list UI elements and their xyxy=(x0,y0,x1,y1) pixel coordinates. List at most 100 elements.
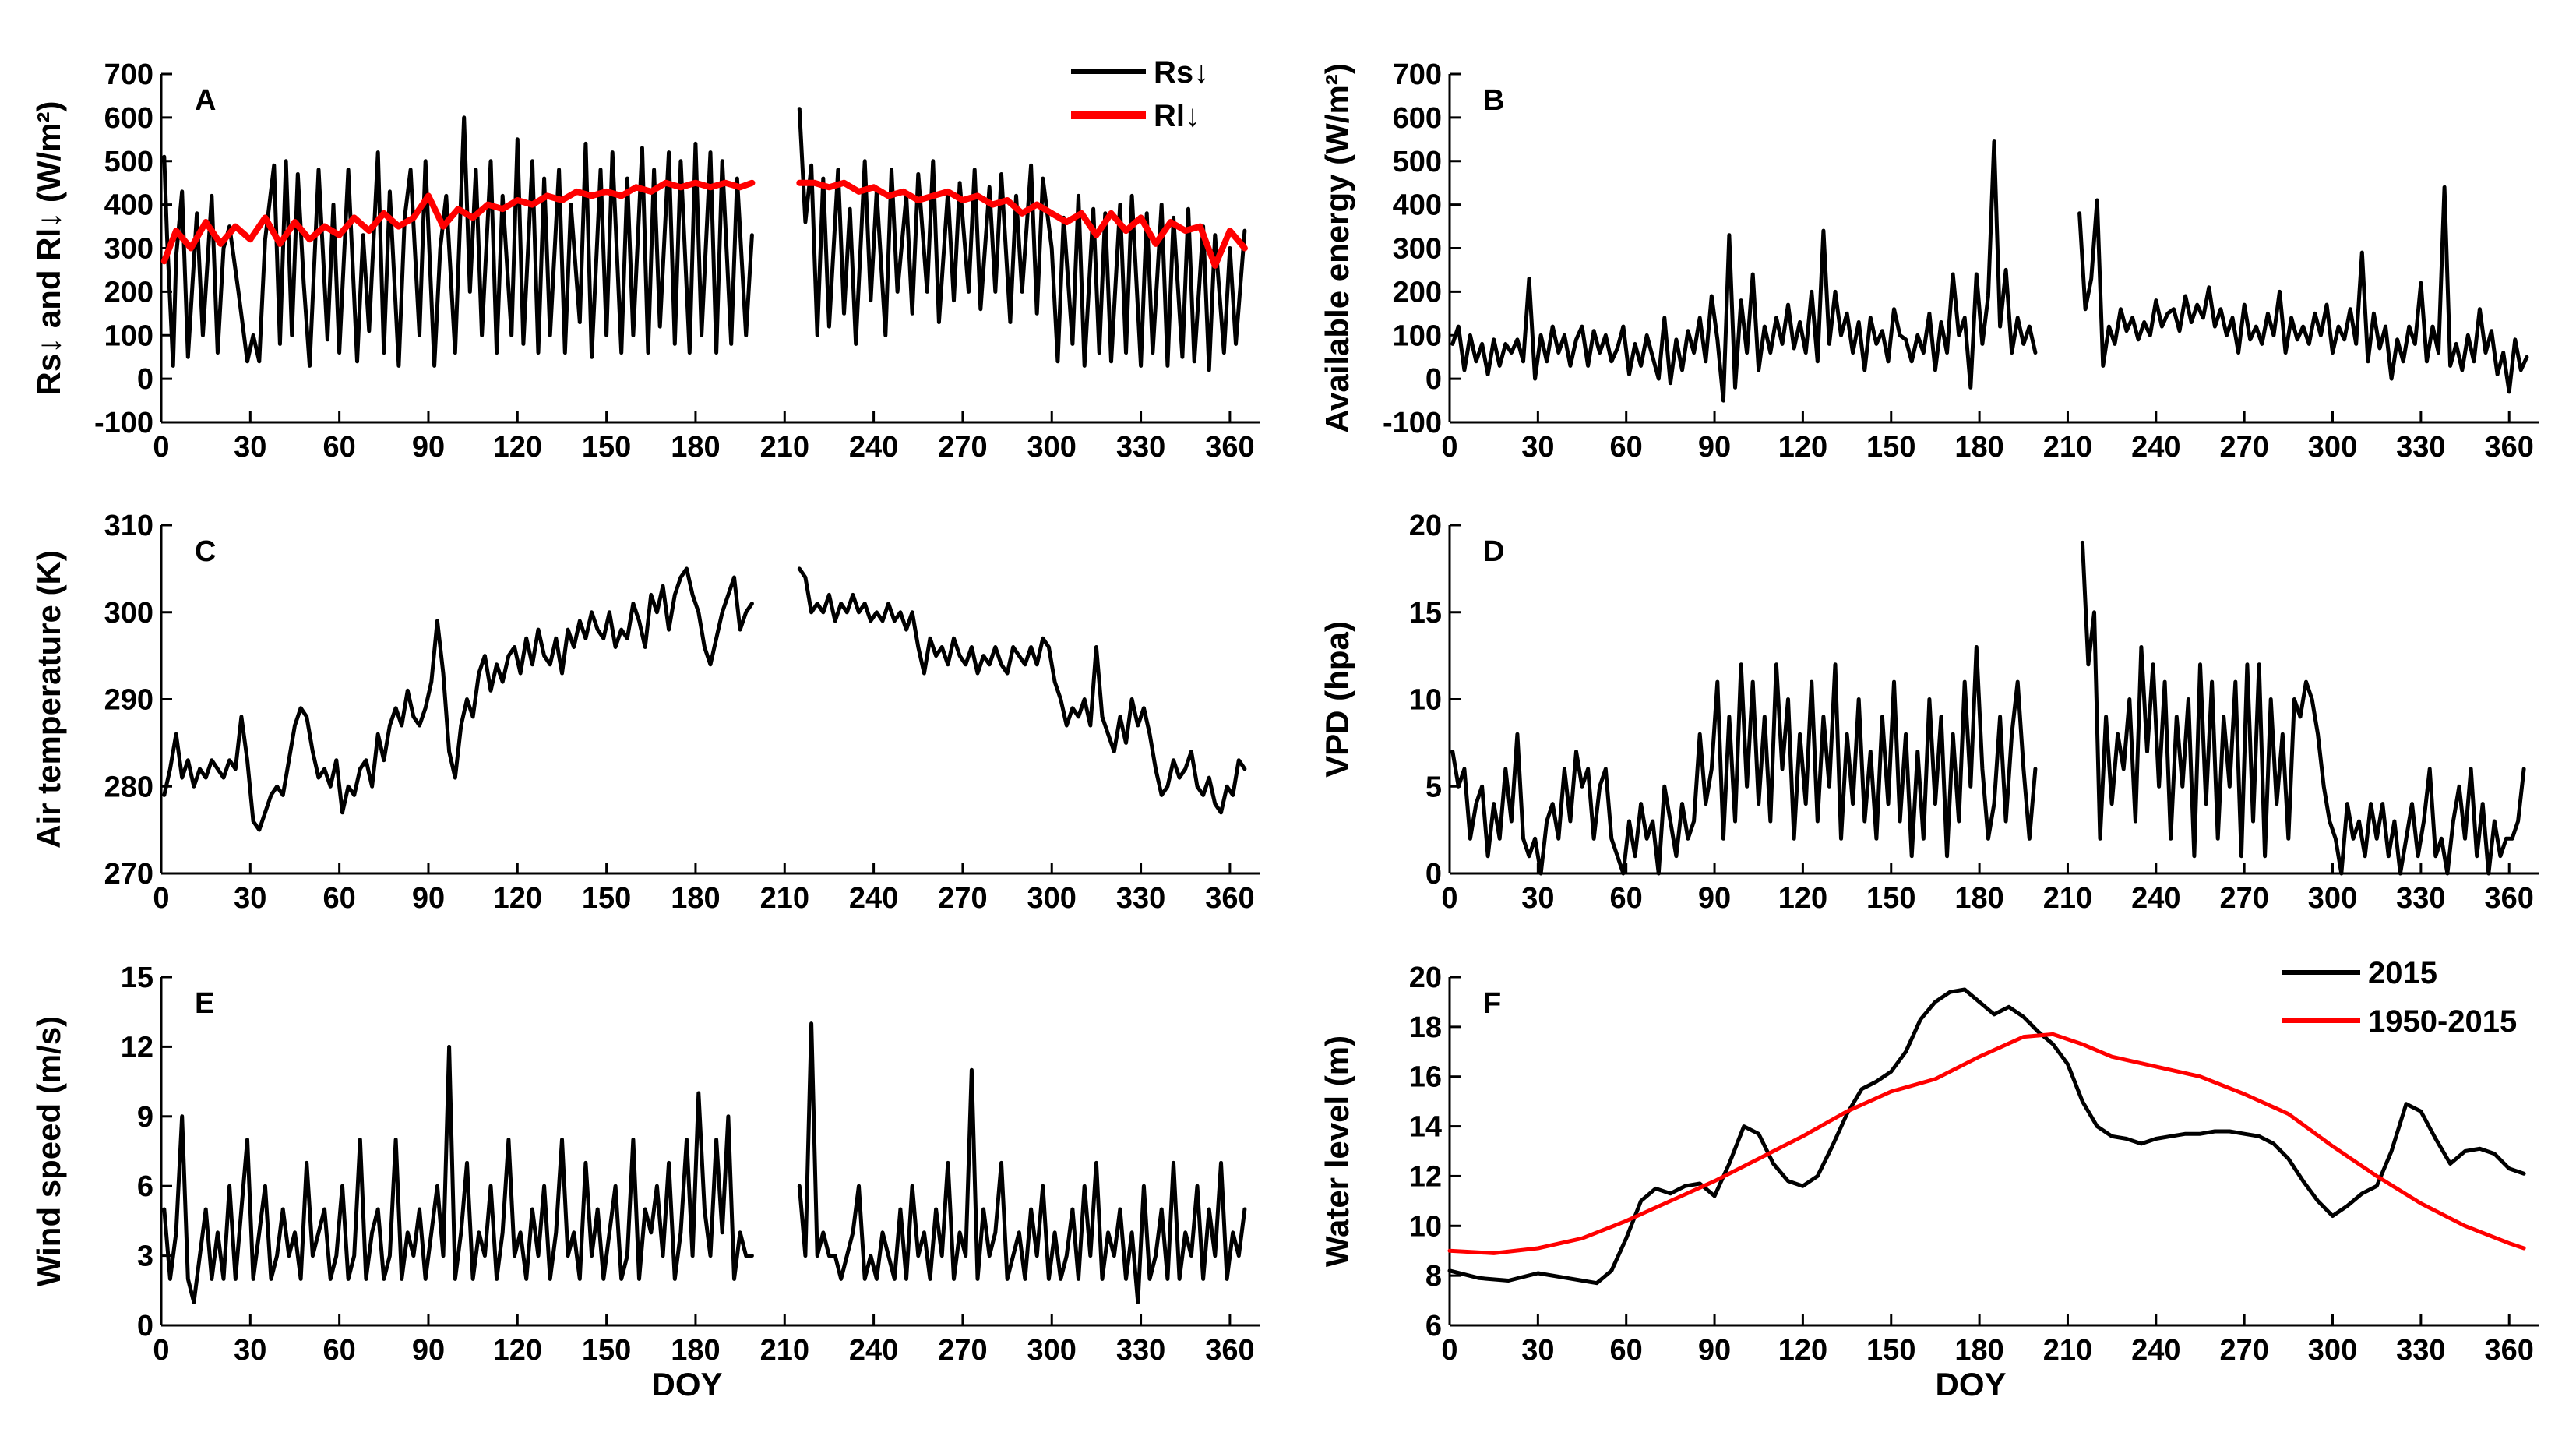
y-tick-label: 6 xyxy=(137,1170,153,1203)
y-tick-label: 200 xyxy=(1393,276,1442,309)
y-tick-label: 15 xyxy=(121,961,153,994)
x-tick-label: 90 xyxy=(412,882,445,915)
x-tick-label: 210 xyxy=(760,882,809,915)
x-tick-label: 360 xyxy=(2485,431,2534,464)
y-tick-label: 270 xyxy=(104,858,153,891)
x-tick-label: 180 xyxy=(671,431,720,464)
y-tick-label: 300 xyxy=(1393,233,1442,266)
x-tick-label: 210 xyxy=(2043,882,2092,915)
x-tick-label: 180 xyxy=(671,1334,720,1367)
y-tick-label: 0 xyxy=(137,363,153,396)
y-tick-label: -100 xyxy=(1383,407,1442,439)
x-tick-label: 330 xyxy=(1116,1334,1165,1367)
x-tick-label: 330 xyxy=(2396,882,2445,915)
y-tick-label: 5 xyxy=(1425,771,1442,803)
panel-letter-b: B xyxy=(1483,84,1504,117)
x-tick-label: 30 xyxy=(1521,1334,1554,1367)
panel-letter-f: F xyxy=(1483,987,1501,1020)
y-tick-label: 400 xyxy=(104,189,153,222)
x-tick-label: 180 xyxy=(1954,1334,2003,1367)
y-tick-label: 200 xyxy=(104,276,153,309)
x-tick-label: 240 xyxy=(2131,431,2180,464)
x-tick-label: 300 xyxy=(2308,431,2357,464)
x-tick-label: 270 xyxy=(2219,431,2268,464)
x-tick-label: 330 xyxy=(2396,1334,2445,1367)
series-line-a-3 xyxy=(796,179,1248,269)
y-axis-title-f: Water level (m) xyxy=(1319,1036,1355,1267)
x-tick-label: 360 xyxy=(2485,882,2534,915)
x-tick-label: 180 xyxy=(1954,431,2003,464)
x-tick-label: 90 xyxy=(412,431,445,464)
x-tick-label: 120 xyxy=(493,1334,542,1367)
x-tick-label: 30 xyxy=(1521,882,1554,915)
y-tick-label: 280 xyxy=(104,771,153,803)
series-line-e-0 xyxy=(162,1044,754,1304)
x-tick-label: 240 xyxy=(2131,882,2180,915)
y-tick-label: 400 xyxy=(1393,189,1442,222)
x-tick-label: 120 xyxy=(1778,431,1827,464)
y-tick-label: 0 xyxy=(137,1310,153,1343)
y-tick-label: 16 xyxy=(1409,1061,1442,1094)
x-tick-label: 60 xyxy=(1610,1334,1643,1367)
x-tick-label: 300 xyxy=(2308,1334,2357,1367)
panel-letter-e: E xyxy=(195,987,214,1020)
x-tick-label: 60 xyxy=(323,1334,356,1367)
y-tick-label: 100 xyxy=(1393,319,1442,352)
panel-d: 0 30 60 90 120 150 180 210 240 270 300 330 360 0 5 10 15… xyxy=(1319,510,2539,915)
x-tick-label: 30 xyxy=(234,431,266,464)
x-tick-label: 360 xyxy=(2485,1334,2534,1367)
panel-c: 0 30 60 90 120 150 180 210 240 270 300 330 360 270 280… xyxy=(30,510,1260,915)
y-tick-label: 20 xyxy=(1409,961,1442,994)
x-axis-title-f: DOY xyxy=(1935,1366,2006,1403)
x-tick-label: 210 xyxy=(2043,1334,2092,1367)
x-axis-title-e: DOY xyxy=(651,1366,722,1403)
x-tick-label: 120 xyxy=(1778,1334,1827,1367)
series-line-b-1 xyxy=(2077,185,2529,394)
x-tick-label: 0 xyxy=(153,1334,169,1367)
x-tick-label: 0 xyxy=(1441,882,1457,915)
x-tick-label: 120 xyxy=(493,882,542,915)
panel-a: 0 30 60 90 120 150 180 210 240 270 300 330 360-10001… xyxy=(30,55,1260,464)
x-tick-label: 0 xyxy=(153,882,169,915)
y-tick-label: 0 xyxy=(1425,363,1442,396)
x-tick-label: 270 xyxy=(938,1334,987,1367)
x-tick-label: 90 xyxy=(1698,1334,1731,1367)
y-tick-label: 10 xyxy=(1409,684,1442,717)
x-tick-label: 0 xyxy=(153,431,169,464)
x-tick-label: 270 xyxy=(2219,1334,2268,1367)
y-tick-label: 310 xyxy=(104,510,153,542)
x-tick-label: 300 xyxy=(1027,882,1077,915)
y-tick-label: 10 xyxy=(1409,1210,1442,1243)
series-line-a-0 xyxy=(162,115,754,368)
legend-label-a: Rl↓ xyxy=(1154,99,1200,133)
y-axis-title-c: Air temperature (K) xyxy=(30,550,67,849)
series-line-f-1 xyxy=(1447,1032,2526,1255)
legend-label-a: Rs↓ xyxy=(1154,55,1209,90)
series-line-e-1 xyxy=(797,1021,1247,1304)
y-tick-label: 0 xyxy=(1425,858,1442,891)
x-tick-label: 120 xyxy=(1778,882,1827,915)
x-tick-label: 300 xyxy=(1027,431,1077,464)
x-tick-label: 0 xyxy=(1441,1334,1457,1367)
x-tick-label: 60 xyxy=(1610,882,1643,915)
x-tick-label: 270 xyxy=(938,882,987,915)
x-tick-label: 0 xyxy=(1441,431,1457,464)
x-tick-label: 300 xyxy=(2308,882,2357,915)
x-tick-label: 90 xyxy=(1698,431,1731,464)
x-tick-label: 30 xyxy=(234,882,266,915)
y-tick-label: 300 xyxy=(104,233,153,266)
series-line-f-0 xyxy=(1447,987,2526,1286)
y-tick-label: 15 xyxy=(1409,597,1442,630)
x-tick-label: 60 xyxy=(323,882,356,915)
legend-label-f: 1950-2015 xyxy=(2368,1004,2517,1039)
y-tick-label: 12 xyxy=(121,1031,153,1064)
x-tick-label: 180 xyxy=(671,882,720,915)
x-tick-label: 330 xyxy=(1116,431,1165,464)
y-tick-label: 20 xyxy=(1409,510,1442,542)
y-axis-title-b: Available energy (W/m²) xyxy=(1319,63,1355,433)
panel-letter-d: D xyxy=(1483,535,1504,568)
x-tick-label: 60 xyxy=(323,431,356,464)
y-tick-label: 600 xyxy=(104,102,153,135)
x-tick-label: 240 xyxy=(2131,1334,2180,1367)
panel-e: 0 30 60 90 120 150 180 210 240 270 300 330 360 0 3 6 9 12… xyxy=(30,961,1260,1403)
